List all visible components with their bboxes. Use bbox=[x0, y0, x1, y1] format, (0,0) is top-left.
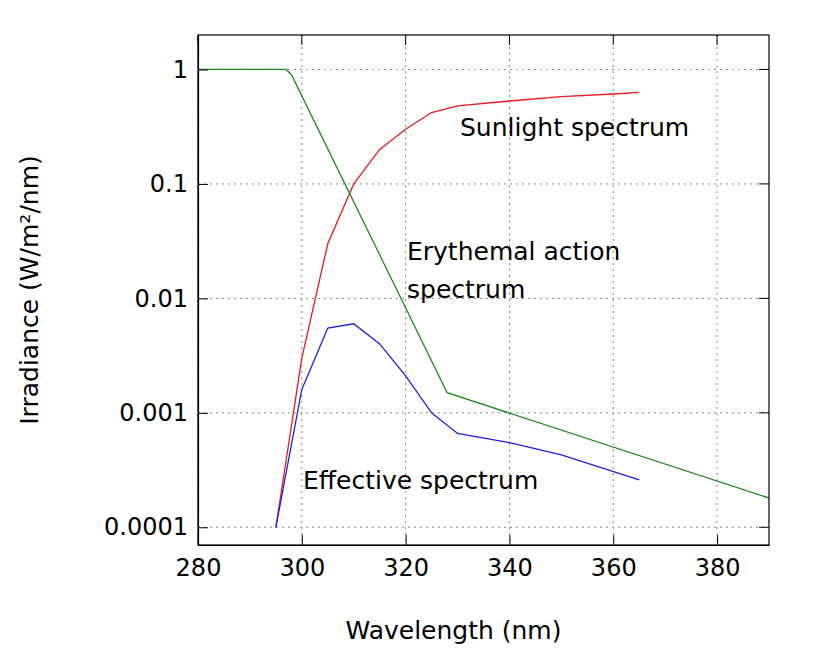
tick-mark bbox=[198, 527, 208, 528]
tick-mark bbox=[509, 35, 510, 45]
tick-mark bbox=[302, 535, 303, 545]
tick-mark bbox=[759, 183, 769, 184]
tick: 300 bbox=[279, 535, 325, 582]
plot: 280 300 320 340 360 380 0.0001 0.001 0.01 0.1 1 bbox=[104, 35, 769, 582]
tick-mark bbox=[405, 35, 406, 45]
tick-label: 0.01 bbox=[135, 285, 188, 313]
grid-line bbox=[613, 35, 614, 545]
tick-mark bbox=[198, 298, 208, 299]
x-axis-title: Wavelength (nm) bbox=[346, 616, 562, 645]
tick-mark bbox=[198, 413, 208, 414]
tick-mark bbox=[509, 535, 510, 545]
x-axis: 280 300 320 340 360 380 bbox=[176, 535, 770, 582]
chart: 280 300 320 340 360 380 0.0001 0.001 0.01 0.1 1 Wav… bbox=[0, 0, 820, 656]
tick: 0.01 bbox=[135, 285, 208, 313]
grid bbox=[198, 35, 769, 545]
tick-label: 0.0001 bbox=[104, 513, 188, 541]
tick-label: 0.1 bbox=[150, 170, 188, 198]
tick: 0.0001 bbox=[104, 513, 208, 541]
tick-label: 380 bbox=[695, 554, 741, 582]
series-label: Erythemal action spectrum bbox=[407, 237, 620, 304]
plot-frame bbox=[198, 35, 769, 545]
tick-mark bbox=[613, 35, 614, 45]
tick-mark bbox=[759, 69, 769, 70]
tick: 1 bbox=[173, 56, 208, 84]
tick-label: 320 bbox=[383, 554, 429, 582]
tick: 0.1 bbox=[150, 170, 208, 198]
series-line bbox=[198, 69, 769, 498]
tick: 380 bbox=[695, 535, 741, 582]
tick-label: 340 bbox=[487, 554, 533, 582]
grid-line bbox=[198, 183, 769, 184]
tick-label: 1 bbox=[173, 56, 188, 84]
tick-mark bbox=[759, 527, 769, 528]
series-line bbox=[276, 92, 639, 527]
series-label-line: spectrum bbox=[407, 275, 525, 304]
grid-line bbox=[717, 35, 718, 545]
tick: 340 bbox=[487, 535, 533, 582]
grid-line bbox=[198, 412, 769, 413]
tick-label: 280 bbox=[176, 554, 222, 582]
tick-label: 0.001 bbox=[119, 399, 188, 427]
tick-mark bbox=[717, 35, 718, 45]
tick-mark bbox=[301, 35, 302, 45]
tick-mark bbox=[406, 535, 407, 545]
tick: 0.001 bbox=[119, 399, 208, 427]
tick: 360 bbox=[591, 535, 637, 582]
tick-mark bbox=[759, 412, 769, 413]
tick-mark bbox=[717, 535, 718, 545]
tick-label: 360 bbox=[591, 554, 637, 582]
tick-mark bbox=[198, 35, 199, 45]
tick-mark bbox=[613, 535, 614, 545]
tick-mark bbox=[198, 69, 208, 70]
grid-line bbox=[198, 527, 769, 528]
y-axis: 0.0001 0.001 0.01 0.1 1 bbox=[104, 36, 208, 546]
tick-mark bbox=[198, 184, 208, 185]
series-label-line: Erythemal action bbox=[407, 237, 620, 266]
y-axis-title: Irradiance (W/m²/nm) bbox=[15, 155, 44, 425]
series-group bbox=[198, 69, 769, 527]
series-line bbox=[276, 324, 639, 528]
tick-label: 300 bbox=[279, 554, 325, 582]
series-label: Effective spectrum bbox=[303, 466, 538, 495]
tick: 320 bbox=[383, 535, 429, 582]
tick-mark bbox=[759, 298, 769, 299]
series-label: Sunlight spectrum bbox=[460, 113, 689, 142]
